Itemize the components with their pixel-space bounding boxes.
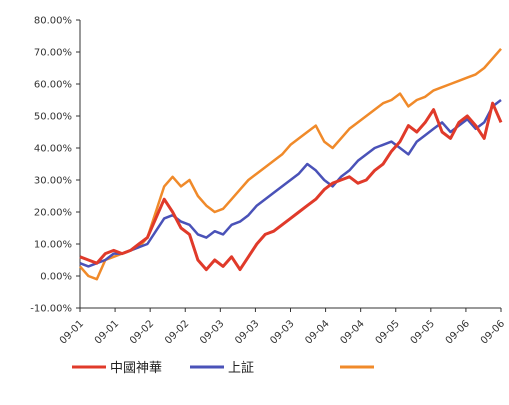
x-tick-label: 09-03 <box>233 318 261 346</box>
legend-label-0: 中國神華 <box>110 361 162 376</box>
series-line-0 <box>79 101 503 272</box>
series-line-1 <box>79 99 502 268</box>
y-tick-label: 10.00% <box>34 240 72 251</box>
y-tick-label: 50.00% <box>34 112 72 123</box>
y-tick-label: 30.00% <box>34 176 72 187</box>
y-tick-label: 0.00% <box>40 272 72 283</box>
y-tick-label: -10.00% <box>30 304 72 315</box>
legend: 中國神華 上証 <box>72 361 374 376</box>
y-tick-label: 80.00% <box>34 16 72 27</box>
x-tick-label: 09-02 <box>163 318 191 346</box>
plot-area <box>79 47 503 281</box>
legend-label-1: 上証 <box>228 361 254 376</box>
x-tick-label: 09-06 <box>444 318 472 346</box>
y-tick-label: 70.00% <box>34 48 72 59</box>
x-tick-label: 09-01 <box>93 318 121 346</box>
x-tick-label: 09-03 <box>198 318 226 346</box>
y-axis: -10.00% 0.00% 10.00% 20.00% 30.00% 40.00% 50.0… <box>30 16 81 315</box>
x-tick-label: 09-05 <box>374 318 402 346</box>
x-tick-label: 09-03 <box>268 318 296 346</box>
x-tick-label: 09-05 <box>409 318 437 346</box>
y-tick-label: 40.00% <box>34 144 72 155</box>
x-tick-label: 09-04 <box>338 318 366 346</box>
x-tick-label: 09-02 <box>128 318 156 346</box>
x-tick-label: 09-04 <box>303 318 331 346</box>
y-tick-label: 60.00% <box>34 80 72 91</box>
x-axis: 09-01 09-01 09-02 09-02 09-03 09-03 09-03 09-04… <box>58 307 507 347</box>
x-tick-label: 09-01 <box>58 318 86 346</box>
y-tick-label: 20.00% <box>34 208 72 219</box>
x-tick-label: 09-06 <box>479 318 507 346</box>
